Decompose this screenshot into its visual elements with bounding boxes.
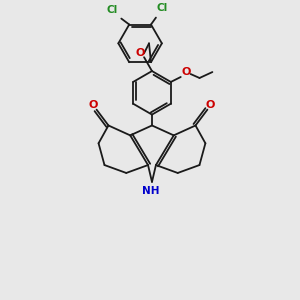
Text: Cl: Cl — [107, 5, 118, 15]
Text: O: O — [89, 100, 98, 110]
Text: Cl: Cl — [156, 3, 167, 13]
Text: O: O — [206, 100, 215, 110]
Text: O: O — [182, 67, 191, 77]
Text: O: O — [135, 48, 145, 58]
Text: NH: NH — [142, 186, 160, 196]
